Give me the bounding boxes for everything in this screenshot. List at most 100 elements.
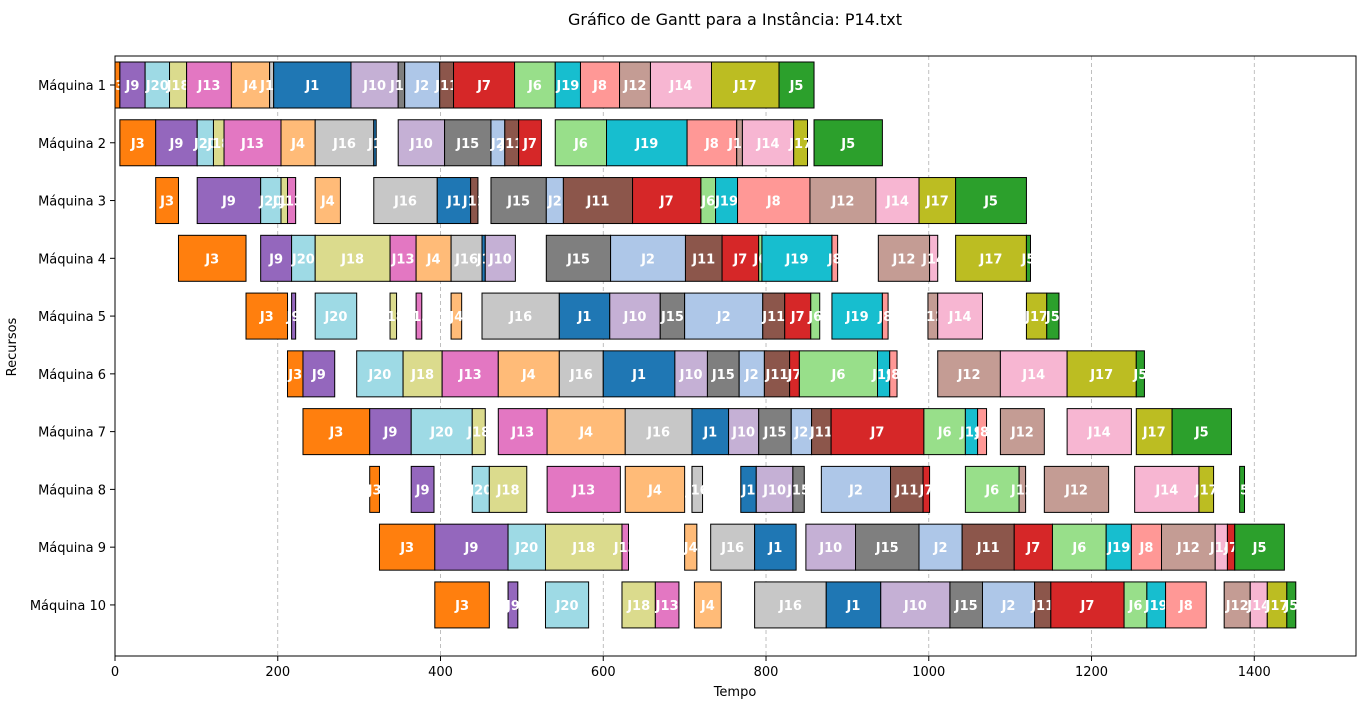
task-bar-label: J7 bbox=[1025, 541, 1040, 556]
task-bar-rect bbox=[918, 177, 957, 225]
task-bar-label: J4 bbox=[448, 310, 463, 325]
task-bar: J9 bbox=[286, 292, 301, 340]
task-bar: J8 bbox=[885, 350, 900, 398]
task-bar-label: J5 bbox=[1252, 541, 1267, 556]
task-bar: J7 bbox=[518, 119, 542, 167]
task-bar-rect bbox=[728, 408, 760, 456]
task-bar-rect bbox=[710, 61, 780, 109]
task-bar-rect bbox=[453, 61, 516, 109]
task-bar-label: J20 bbox=[323, 310, 347, 325]
task-bar-label: J4 bbox=[426, 252, 441, 267]
task-bar: J13 bbox=[186, 61, 232, 109]
task-bar: J3 bbox=[302, 408, 371, 456]
task-bar-label: J6 bbox=[984, 483, 999, 498]
task-bar-rect bbox=[273, 61, 352, 109]
task-bar-rect bbox=[649, 61, 712, 109]
task-bar-label: J12 bbox=[1176, 541, 1200, 556]
task-bar: J12 bbox=[619, 61, 651, 109]
task-bar-label: J9 bbox=[286, 310, 301, 325]
task-bar-rect bbox=[659, 292, 686, 340]
task-bar-label: J3 bbox=[287, 368, 302, 383]
task-bar: J7 bbox=[632, 177, 702, 225]
task-bar: J5 bbox=[813, 119, 883, 167]
task-bar: J18 bbox=[314, 234, 391, 282]
task-bar: J2 bbox=[820, 465, 892, 513]
task-bar: J7 bbox=[1050, 581, 1125, 629]
x-tick-label: 400 bbox=[428, 665, 453, 680]
task-bar-rect bbox=[761, 234, 833, 282]
task-bar-rect bbox=[514, 61, 556, 109]
task-bar: J1 bbox=[273, 61, 352, 109]
task-bar: J1 bbox=[825, 581, 882, 629]
task-bar-label: J8 bbox=[885, 368, 900, 383]
task-bar-label: J6 bbox=[830, 368, 845, 383]
x-tick-label: 1000 bbox=[912, 665, 945, 680]
task-bar: J14 bbox=[1134, 465, 1200, 513]
task-bar-rect bbox=[621, 523, 629, 571]
task-bar-label: J4 bbox=[521, 368, 536, 383]
task-bar-rect bbox=[1171, 408, 1232, 456]
task-bar: J12 bbox=[937, 350, 1001, 398]
task-bar-label: J14 bbox=[1246, 599, 1270, 614]
task-bar-rect bbox=[632, 177, 702, 225]
task-bar: J16 bbox=[314, 119, 375, 167]
task-bar: J14 bbox=[741, 119, 795, 167]
task-bar: J7 bbox=[453, 61, 516, 109]
task-bar: J5 bbox=[1021, 234, 1035, 282]
task-bar-label: J8 bbox=[974, 426, 989, 441]
task-bar-rect bbox=[260, 234, 293, 282]
task-bar-label: J6 bbox=[573, 137, 588, 152]
task-bar: J2 bbox=[684, 292, 764, 340]
task-bar-rect bbox=[809, 177, 877, 225]
task-bar-rect bbox=[444, 119, 492, 167]
task-bar: J7 bbox=[918, 465, 933, 513]
task-bar-rect bbox=[881, 292, 889, 340]
task-bar-label: J12 bbox=[1064, 483, 1088, 498]
task-bar-rect bbox=[490, 177, 547, 225]
task-bar-label: J20 bbox=[291, 252, 315, 267]
task-bar: J9 bbox=[155, 119, 198, 167]
task-bar-rect bbox=[518, 119, 542, 167]
task-bar-label: J4 bbox=[320, 195, 335, 210]
task-bar-label: J13 bbox=[655, 599, 679, 614]
task-bar-label: J11 bbox=[586, 195, 610, 210]
task-bar-rect bbox=[287, 177, 297, 225]
task-bar-label: J10 bbox=[362, 79, 386, 94]
task-bar-rect bbox=[1161, 523, 1216, 571]
task-bar-label: J19 bbox=[959, 426, 983, 441]
task-bar-label: J15 bbox=[875, 541, 899, 556]
task-bar-label: J10 bbox=[409, 137, 433, 152]
task-bar: J1 bbox=[367, 119, 382, 167]
task-bar-label: J20 bbox=[555, 599, 579, 614]
task-bar-rect bbox=[356, 350, 404, 398]
task-bar-rect bbox=[937, 350, 1001, 398]
task-bar-rect bbox=[1135, 350, 1145, 398]
task-bar-label: J7 bbox=[1080, 599, 1095, 614]
task-bar-label: J3 bbox=[454, 599, 469, 614]
task-bar-rect bbox=[410, 408, 473, 456]
x-tick-label: 200 bbox=[265, 665, 290, 680]
task-bar-label: J4 bbox=[243, 79, 258, 94]
task-bar-rect bbox=[1198, 465, 1215, 513]
task-bar: J20 bbox=[468, 465, 492, 513]
task-bar-label: J20 bbox=[367, 368, 391, 383]
task-bar: J4 bbox=[546, 408, 626, 456]
y-tick-label: Máquina 10 bbox=[30, 599, 106, 614]
task-bar: J9 bbox=[434, 523, 509, 571]
task-bar: J20 bbox=[507, 523, 546, 571]
task-bar: J16 bbox=[685, 465, 709, 513]
task-bar: J19 bbox=[831, 292, 883, 340]
task-bar-label: J14 bbox=[1154, 483, 1178, 498]
task-bar: J14 bbox=[999, 350, 1068, 398]
task-bar-rect bbox=[691, 465, 704, 513]
task-bar: J8 bbox=[1165, 581, 1207, 629]
task-bar-rect bbox=[754, 523, 797, 571]
task-bar-label: J4 bbox=[647, 483, 662, 498]
task-bar-label: J6 bbox=[937, 426, 952, 441]
task-bar-label: J18 bbox=[626, 599, 650, 614]
task-bar-label: J12 bbox=[957, 368, 981, 383]
task-bar-label: J11 bbox=[809, 426, 833, 441]
task-bar-label: J3 bbox=[367, 483, 382, 498]
task-bar-rect bbox=[402, 350, 443, 398]
task-bar: J16 bbox=[754, 581, 827, 629]
